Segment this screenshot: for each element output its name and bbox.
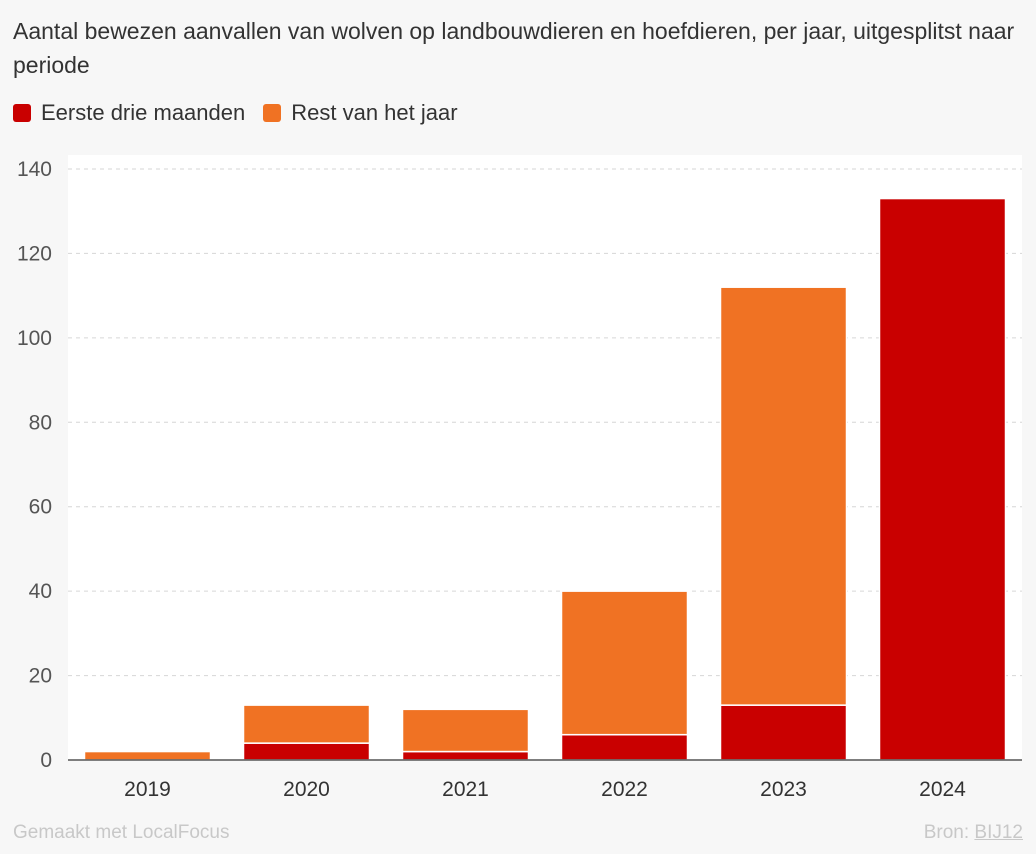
x-tick-label: 2021 [442, 778, 489, 801]
x-tick-label: 2020 [283, 778, 330, 801]
bar-rest-van-het-jaar-2022 [560, 590, 689, 736]
y-tick-label: 20 [29, 665, 52, 688]
y-tick-label: 140 [17, 158, 52, 181]
bar-rest-van-het-jaar-2019 [83, 750, 212, 761]
bar-eerste-drie-maanden-2024 [878, 197, 1007, 761]
legend-item-rest-van-het-jaar: Rest van het jaar [263, 100, 458, 126]
bar-eerste-drie-maanden-2022 [560, 733, 689, 761]
bar-rest-van-het-jaar-2020 [242, 704, 371, 744]
source-prefix: Bron: [923, 822, 970, 843]
y-tick-label: 80 [29, 411, 52, 434]
bar-eerste-drie-maanden-2023 [719, 704, 848, 761]
legend: Eerste drie maanden Rest van het jaar [13, 100, 458, 126]
legend-label-eerste-drie-maanden: Eerste drie maanden [41, 100, 246, 125]
y-tick-label: 40 [29, 580, 52, 603]
plot-area [68, 155, 1022, 760]
bar-eerste-drie-maanden-2021 [401, 750, 530, 761]
legend-swatch-eerste-drie-maanden [13, 104, 31, 122]
bar-chart: 0 20 40 60 80 100 120 140 2019 2020 2021 2022 2023 20… [17, 155, 1022, 801]
bar-rest-van-het-jaar-2023 [719, 286, 848, 706]
y-tick-label: 60 [29, 496, 52, 519]
x-tick-label: 2023 [760, 778, 807, 801]
made-with-credit: Gemaakt met LocalFocus [13, 822, 230, 843]
source-credit: Bron: BIJ12 [924, 822, 1023, 844]
bar-eerste-drie-maanden-2020 [242, 742, 371, 761]
legend-item-eerste-drie-maanden: Eerste drie maanden [13, 100, 245, 126]
source-link[interactable]: BIJ12 [974, 822, 1023, 843]
bar-rest-van-het-jaar-2021 [401, 708, 530, 753]
y-tick-label: 100 [17, 327, 52, 350]
x-tick-label: 2022 [601, 778, 648, 801]
y-tick-label: 0 [40, 749, 52, 772]
legend-swatch-rest-van-het-jaar [263, 104, 282, 122]
chart-title: Aantal bewezen aanvallen van wolven op l… [13, 18, 1015, 78]
legend-label-rest-van-het-jaar: Rest van het jaar [291, 100, 458, 125]
x-tick-label: 2019 [124, 778, 171, 801]
y-tick-label: 120 [17, 242, 52, 265]
x-tick-label: 2024 [919, 778, 966, 801]
